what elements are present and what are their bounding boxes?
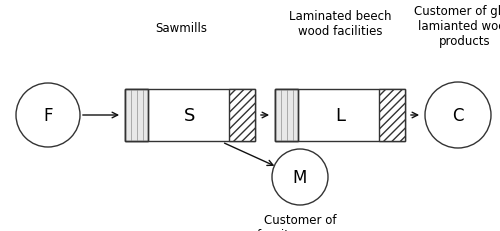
Ellipse shape: [16, 84, 80, 147]
Text: S: S: [184, 106, 196, 125]
Text: Customer of glue
lamianted wood
products: Customer of glue lamianted wood products: [414, 5, 500, 48]
Text: Customer of
furniture sawn
timber: Customer of furniture sawn timber: [257, 213, 343, 231]
Text: Sawmills: Sawmills: [155, 22, 207, 35]
Bar: [275, 90, 405, 141]
Bar: [125, 90, 148, 141]
Text: M: M: [293, 168, 307, 186]
Ellipse shape: [272, 149, 328, 205]
Bar: [125, 90, 148, 141]
Text: C: C: [452, 106, 464, 125]
Bar: [125, 90, 255, 141]
Ellipse shape: [425, 83, 491, 148]
Bar: [379, 90, 405, 141]
Text: L: L: [335, 106, 345, 125]
Bar: [275, 90, 298, 141]
Bar: [229, 90, 255, 141]
Text: F: F: [44, 106, 53, 125]
Text: Laminated beech
wood facilities: Laminated beech wood facilities: [289, 10, 391, 38]
Bar: [275, 90, 298, 141]
